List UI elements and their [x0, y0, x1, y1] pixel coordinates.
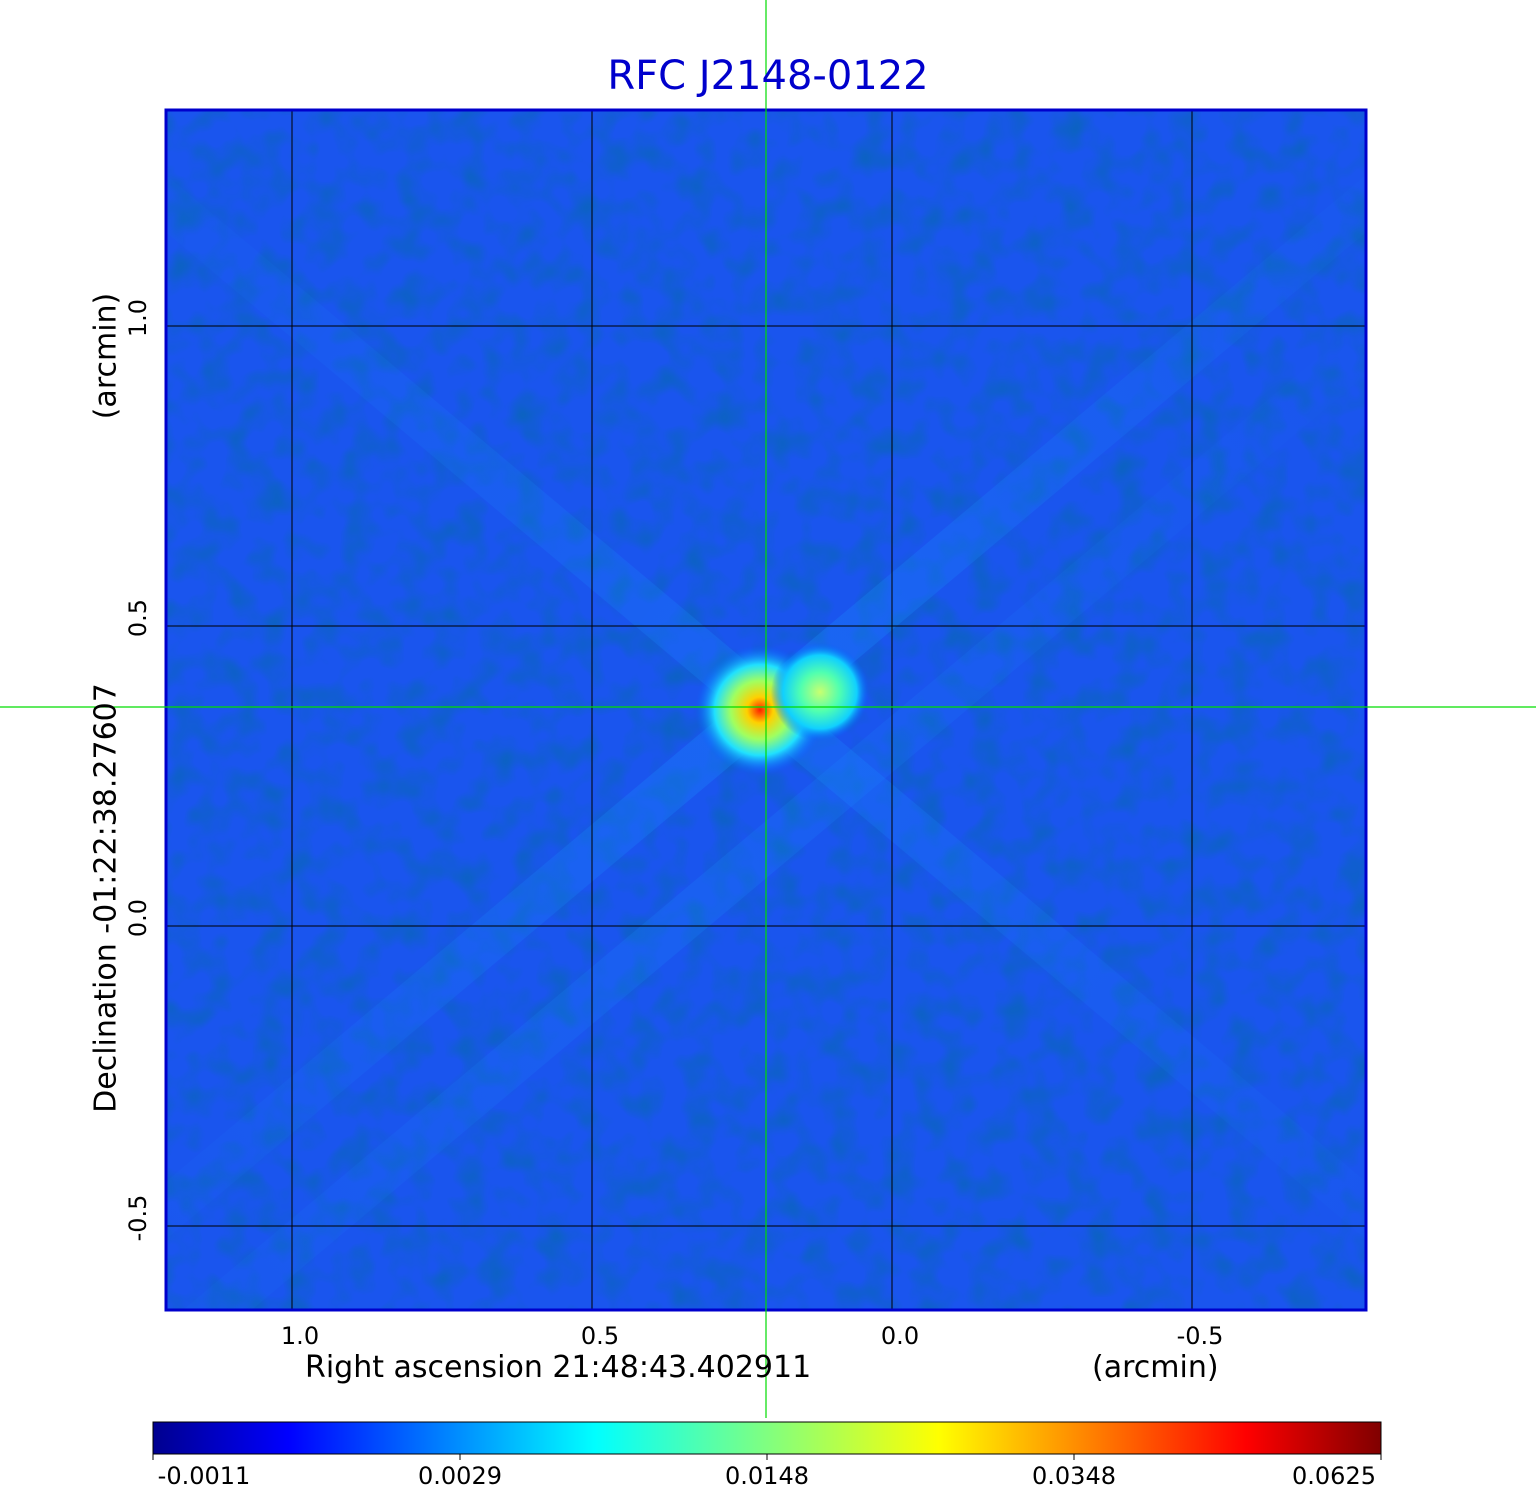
- y-tick-label: 0.5: [124, 598, 152, 638]
- colorbar-tick-label: 0.0625: [1292, 1462, 1376, 1490]
- sidelobe-streak: [166, 309, 1366, 1310]
- x-tick-label: 1.0: [280, 1322, 320, 1350]
- colorbar-tick-label: 0.0148: [725, 1462, 809, 1490]
- x-tick-label: -0.5: [1176, 1322, 1224, 1350]
- colorbar: [152, 1421, 1382, 1455]
- y-tick-label: 0.0: [124, 898, 152, 938]
- x-axis-label: Right ascension 21:48:43.402911: [305, 1350, 812, 1385]
- chart-title: RFC J2148-0122: [607, 53, 929, 99]
- y-tick-label: 1.0: [124, 298, 152, 338]
- x-tick-label: 0.5: [580, 1322, 620, 1350]
- x-axis-unit: (arcmin): [1092, 1350, 1219, 1385]
- colorbar-tick-label: 0.0029: [418, 1462, 502, 1490]
- y-axis-label: Declination -01:22:38.27607: [88, 683, 124, 1113]
- x-tick-label: 0.0: [880, 1322, 920, 1350]
- source-peak-secondary: [770, 642, 870, 742]
- image-background: [166, 110, 1366, 1310]
- crosshair: [0, 0, 1536, 1418]
- y-axis-unit: (arcmin): [88, 292, 124, 420]
- colorbar-tick-label: -0.0011: [157, 1462, 251, 1490]
- colorbar-tick-label: 0.0348: [1032, 1462, 1116, 1490]
- y-tick-label: -0.5: [124, 1194, 152, 1242]
